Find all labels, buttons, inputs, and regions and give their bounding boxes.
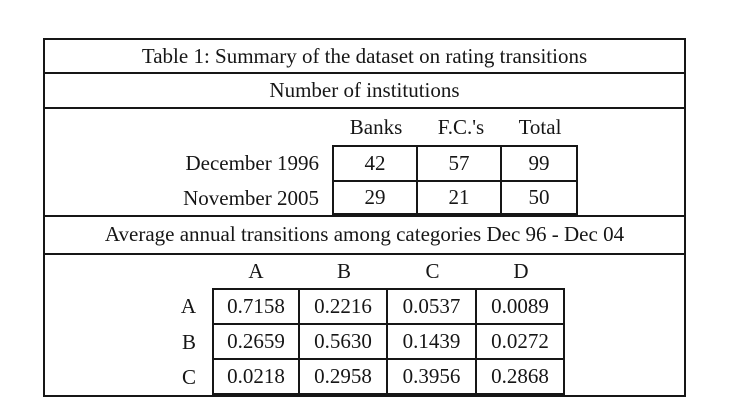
transitions-cell: 0.2216 — [300, 290, 388, 325]
institutions-col-header-total: Total — [518, 114, 562, 139]
table-title: Table 1: Summary of the dataset on ratin… — [141, 43, 588, 68]
summary-table: Table 1: Summary of the dataset on ratin… — [43, 38, 686, 397]
transitions-col-header-a: A — [248, 258, 264, 283]
institutions-col-header-banks: Banks — [349, 114, 403, 139]
transitions-section-header: Average annual transitions among categor… — [104, 221, 625, 246]
institutions-row-label-dec1996: December 1996 — [185, 151, 319, 175]
institutions-section-header: Number of institutions — [269, 78, 460, 102]
transitions-cell: 0.2958 — [300, 360, 388, 393]
transitions-cell: 0.7158 — [214, 290, 300, 325]
institutions-row-label-nov2005: November 2005 — [183, 186, 319, 210]
transitions-row-label-c: C — [181, 365, 196, 389]
institutions-cell: 21 — [418, 182, 502, 213]
institutions-cell: 99 — [502, 147, 576, 182]
institutions-cell: 29 — [334, 182, 418, 213]
transitions-col-headers: A B C D — [212, 256, 565, 286]
transitions-cell: 0.0089 — [477, 290, 563, 325]
transitions-col-header-c: C — [425, 258, 440, 283]
transitions-values-table: 0.7158 0.2216 0.0537 0.0089 0.2659 0.563… — [212, 288, 565, 395]
transitions-cell: 0.0537 — [388, 290, 477, 325]
transitions-row-label-b: B — [181, 330, 196, 354]
divider-above-transitions-header — [45, 215, 684, 217]
transitions-cell: 0.0218 — [214, 360, 300, 393]
transitions-cell: 0.3956 — [388, 360, 477, 393]
institutions-cell: 50 — [528, 185, 550, 209]
institutions-cell: 42 — [334, 147, 418, 182]
transitions-col-header-b: B — [336, 258, 351, 283]
transitions-cell: 0.2659 — [214, 325, 300, 360]
divider-below-transitions-header — [45, 253, 684, 255]
institutions-values-table: 42 57 99 29 21 50 — [332, 145, 578, 215]
transitions-col-header-d: D — [513, 258, 529, 283]
institutions-col-header-fcs: F.C.'s — [437, 114, 485, 139]
transitions-cell: 0.2868 — [491, 364, 549, 388]
divider-below-institutions-header — [45, 107, 684, 109]
transitions-cell: 0.0272 — [477, 325, 563, 360]
divider-below-title — [45, 72, 684, 74]
institutions-cell: 57 — [418, 147, 502, 182]
transitions-cell: 0.5630 — [300, 325, 388, 360]
transitions-row-label-a: A — [180, 294, 196, 318]
transitions-cell: 0.1439 — [388, 325, 477, 360]
